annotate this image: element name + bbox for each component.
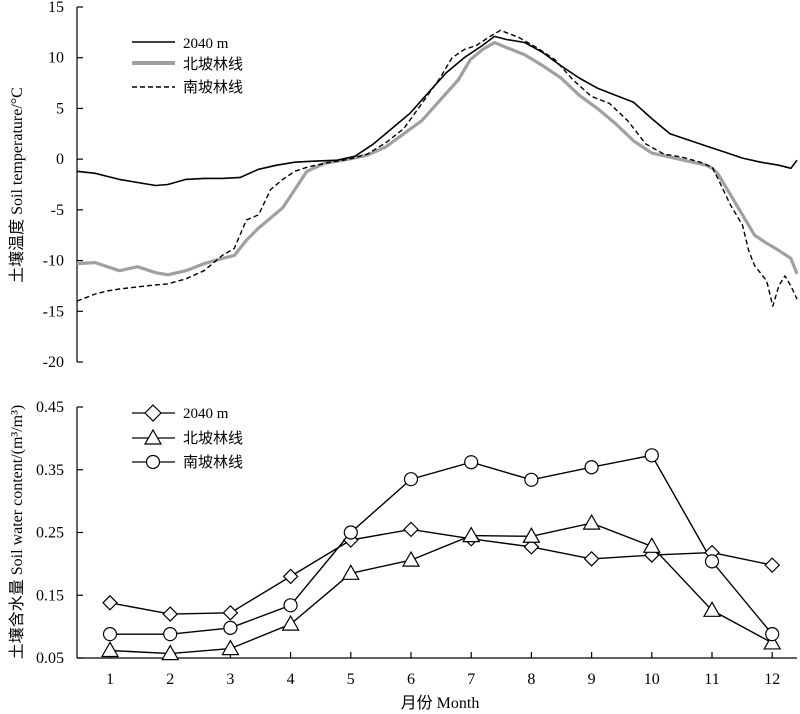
legend-label-north-moisture: 北坡林线 [183, 430, 243, 447]
legend-marker-triangle [143, 428, 163, 445]
moisture-y-ticks: 0.05 0.15 0.25 0.35 0.45 [36, 399, 83, 667]
moisture-y-tick-label: 0.05 [36, 650, 64, 667]
legend-label-2040m-moisture: 2040 m [183, 406, 229, 422]
marker-circle [223, 620, 238, 635]
marker-triangle [522, 527, 541, 543]
temperature-series [76, 29, 799, 307]
marker-circle [704, 554, 720, 569]
marker-circle [765, 627, 780, 642]
legend-marker-circle [145, 454, 161, 470]
moisture-line-diamond [109, 528, 773, 615]
moisture-line-circle [110, 454, 773, 635]
marker-circle [102, 627, 118, 642]
moisture-x-tick-label: 10 [644, 671, 660, 688]
marker-triangle [341, 564, 360, 580]
temperature-panel: -20 -15 -10 -5 0 5 10 15 土壤温度 Soil temperature/… [7, 0, 799, 371]
moisture-x-tick-label: 7 [467, 671, 475, 688]
moisture-x-tick-label: 8 [527, 671, 535, 688]
temperature-y-tick-label: 0 [56, 151, 64, 168]
moisture-x-axis-title: 月份 Month [401, 694, 480, 712]
moisture-line-triangle [109, 522, 773, 655]
marker-circle [343, 525, 358, 540]
legend-label-2040m: 2040 m [183, 36, 229, 52]
marker-diamond [282, 568, 299, 585]
marker-diamond [102, 594, 118, 611]
marker-diamond [162, 606, 179, 622]
moisture-series [100, 448, 782, 661]
marker-triangle [763, 633, 782, 650]
marker-triangle [642, 537, 661, 553]
moisture-y-tick-label: 0.25 [36, 525, 64, 542]
marker-triangle [221, 639, 240, 656]
moisture-legend: 2040 m 北坡林线 南坡林线 [132, 404, 243, 471]
moisture-x-tick-label: 9 [588, 671, 596, 688]
marker-circle [524, 472, 539, 487]
marker-circle [464, 455, 479, 470]
legend-label-south: 南坡林线 [183, 79, 243, 96]
marker-diamond [764, 557, 781, 573]
temperature-line-2040m [76, 35, 798, 187]
temperature-y-tick-label: 5 [56, 100, 64, 117]
legend-label-south-moisture: 南坡林线 [183, 454, 243, 471]
temperature-y-tick-label: -10 [43, 253, 64, 270]
moisture-x-tick-label: 2 [166, 671, 174, 688]
moisture-panel: 0.050.150.250.350.45 1 2 3 4 5 6 7 8 9 10 11 12 土壤含… [7, 399, 797, 712]
temperature-line-south [76, 29, 798, 307]
marker-triangle [702, 601, 722, 617]
moisture-x-tick-label: 3 [226, 671, 234, 688]
moisture-x-tick-label: 12 [764, 671, 780, 688]
moisture-y-tick-label: 0.45 [36, 399, 64, 416]
legend-label-north: 北坡林线 [183, 56, 243, 73]
temperature-y-tick-label: 10 [48, 50, 64, 67]
moisture-y-tick-label: 0.15 [36, 587, 64, 604]
marker-triangle [401, 550, 421, 567]
marker-circle [163, 627, 178, 642]
marker-triangle [100, 641, 120, 658]
marker-triangle [582, 513, 601, 530]
temperature-y-ticks: -20 -15 -10 -5 0 5 10 15 [43, 0, 83, 371]
temperature-legend: 2040 m 北坡林线 南坡林线 [132, 36, 243, 96]
marker-circle [403, 472, 419, 487]
marker-diamond [523, 539, 540, 555]
moisture-x-tick-label: 11 [704, 671, 719, 688]
moisture-x-tick-label: 5 [347, 671, 355, 688]
temperature-y-tick-label: 15 [48, 0, 64, 16]
moisture-x-tick-label: 4 [287, 671, 295, 688]
marker-circle [644, 448, 659, 463]
marker-circle [283, 598, 298, 613]
moisture-x-ticks: 1 2 3 4 5 6 7 8 9 10 11 12 [106, 652, 780, 688]
moisture-y-tick-label: 0.35 [36, 462, 64, 479]
marker-diamond [403, 521, 419, 538]
moisture-x-tick-label: 1 [106, 671, 114, 688]
temperature-line-north [76, 40, 799, 277]
moisture-x-tick-label: 6 [407, 671, 415, 688]
marker-triangle [161, 644, 180, 661]
temperature-y-tick-label: -15 [43, 303, 64, 320]
marker-circle [584, 460, 599, 475]
marker-triangle [462, 526, 481, 543]
moisture-y-axis-title: 土壤含水量 Soil water content/(m³/m³) [7, 405, 26, 659]
temperature-y-tick-label: -5 [51, 202, 64, 219]
marker-diamond [583, 551, 600, 567]
temperature-y-axis-title: 土壤温度 Soil temperature/°C [7, 87, 26, 283]
legend-marker-diamond [144, 404, 162, 422]
marker-diamond [222, 604, 239, 621]
temperature-y-tick-label: -20 [43, 354, 64, 371]
marker-triangle [281, 614, 300, 631]
